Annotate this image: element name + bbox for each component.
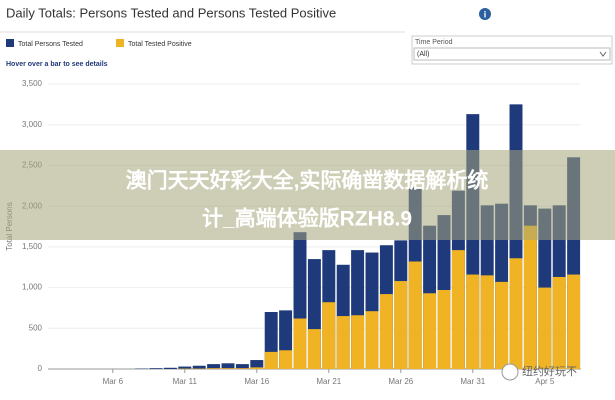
hint: Hover over a bar to see details	[6, 61, 108, 68]
bar	[235, 364, 249, 369]
bar	[207, 368, 221, 369]
bar	[250, 367, 264, 369]
bar	[495, 281, 509, 369]
bar	[336, 316, 350, 369]
y-tick-label: 1,500	[22, 242, 43, 251]
bar	[466, 274, 480, 369]
watermark-icon	[501, 363, 519, 381]
x-tick-label: Mar 31	[460, 377, 485, 386]
banner-line: 澳门天天好彩大全,实际确凿数据解析统	[126, 169, 489, 193]
bar	[365, 311, 379, 369]
bar	[221, 368, 235, 369]
bar	[307, 329, 321, 369]
legend-swatch	[116, 39, 124, 47]
bar	[279, 350, 293, 369]
bar	[408, 261, 422, 369]
y-tick-label: 3,000	[22, 120, 43, 129]
filter-value: (All)	[417, 51, 429, 58]
overlay: 澳门天天好彩大全,实际确凿数据解析统 计_高端体验版RZH8.9 纽约好玩不	[0, 150, 615, 381]
legend-label: Total Tested Positive	[128, 41, 192, 48]
bar	[293, 318, 307, 369]
legend-label: Total Persons Tested	[18, 41, 83, 48]
bar	[192, 365, 206, 369]
legend-swatch	[6, 39, 14, 47]
bar	[351, 315, 365, 369]
bar	[451, 250, 465, 369]
y-tick-label: 0	[38, 364, 43, 373]
info-icon-glyph: i	[484, 9, 487, 19]
bar	[567, 274, 581, 369]
bar	[178, 366, 192, 369]
bar	[235, 368, 249, 369]
banner-line: 计_高端体验版RZH8.9	[202, 207, 412, 231]
filter-dropdown[interactable]	[413, 47, 611, 61]
bar	[523, 225, 537, 369]
bar	[322, 302, 336, 369]
bar	[552, 276, 566, 369]
bar	[379, 294, 393, 369]
bar	[480, 275, 494, 369]
dropdown-arrow	[599, 51, 607, 57]
x-tick-label: Mar 6	[103, 377, 124, 386]
bar	[509, 258, 523, 369]
bar	[163, 367, 177, 369]
x-tick-label: Apr 5	[535, 377, 555, 386]
banner	[0, 150, 615, 240]
plot: Total Persons Tested Total Tested Positiv…	[5, 39, 581, 386]
y-tick-label: 3,500	[22, 79, 43, 88]
x-tick-label: Mar 21	[316, 377, 341, 386]
bar	[538, 287, 552, 369]
watermark: 纽约好玩不	[522, 364, 577, 378]
x-tick-label: Mar 11	[173, 377, 198, 386]
bar	[437, 290, 451, 369]
bar	[149, 368, 163, 369]
x-tick-label: Mar 16	[244, 377, 269, 386]
filter-label: Time Period	[415, 39, 453, 46]
bar	[221, 363, 235, 369]
bar	[250, 360, 264, 369]
bar	[394, 281, 408, 369]
title: Daily Totals: Persons Tested and Persons…	[6, 5, 336, 20]
y-tick-label: 500	[29, 323, 43, 332]
bar	[423, 293, 437, 369]
bar	[264, 351, 278, 369]
bar	[207, 364, 221, 369]
y-tick-label: 1,000	[22, 283, 43, 292]
x-tick-label: Mar 26	[388, 377, 413, 386]
info-icon[interactable]	[479, 8, 491, 20]
